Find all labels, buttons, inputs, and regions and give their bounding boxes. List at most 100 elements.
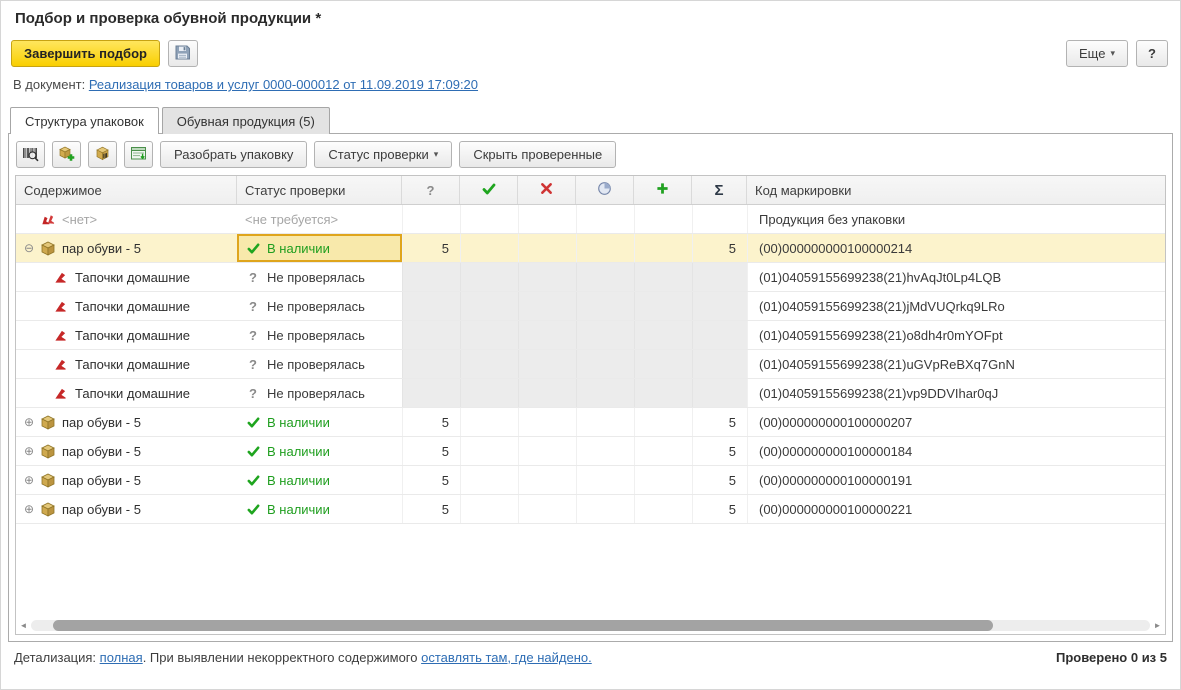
cell-question-count[interactable]: [402, 263, 460, 291]
cell-question-count[interactable]: 5: [402, 408, 460, 436]
finish-selection-button[interactable]: Завершить подбор: [11, 40, 160, 67]
cell-partial-count[interactable]: [576, 379, 634, 407]
tab-packing-structure[interactable]: Структура упаковок: [10, 107, 159, 134]
table-row[interactable]: Тапочки домашние? Не проверялась (01)04059…: [16, 350, 1165, 379]
cell-checked-count[interactable]: [460, 321, 518, 349]
cell-status[interactable]: В наличии: [237, 408, 402, 436]
cell-content[interactable]: ⊕ пар обуви - 5: [16, 466, 237, 494]
cell-content[interactable]: Тапочки домашние: [16, 379, 237, 407]
cell-failed-count[interactable]: [518, 205, 576, 233]
cell-content[interactable]: Тапочки домашние: [16, 292, 237, 320]
cell-partial-count[interactable]: [576, 437, 634, 465]
column-header-extra[interactable]: [634, 176, 692, 204]
cell-marking-code[interactable]: Продукция без упаковки: [747, 205, 1165, 233]
cell-status[interactable]: В наличии: [237, 437, 402, 465]
cell-marking-code[interactable]: (00)000000000100000191: [747, 466, 1165, 494]
table-row[interactable]: <нет> <не требуется> Продукция без упаковк…: [16, 205, 1165, 234]
cell-marking-code[interactable]: (00)000000000100000184: [747, 437, 1165, 465]
table-row[interactable]: Тапочки домашние? Не проверялась (01)04059…: [16, 263, 1165, 292]
cell-partial-count[interactable]: [576, 408, 634, 436]
cell-status[interactable]: ? Не проверялась: [237, 379, 402, 407]
hide-checked-button[interactable]: Скрыть проверенные: [459, 141, 617, 168]
cell-question-count[interactable]: 5: [402, 234, 460, 262]
cell-partial-count[interactable]: [576, 292, 634, 320]
cell-sum[interactable]: [692, 292, 747, 320]
cell-status[interactable]: В наличии: [237, 466, 402, 494]
cell-question-count[interactable]: [402, 292, 460, 320]
column-header-checked[interactable]: [460, 176, 518, 204]
column-header-partial[interactable]: [576, 176, 634, 204]
cell-partial-count[interactable]: [576, 495, 634, 523]
cell-failed-count[interactable]: [518, 379, 576, 407]
table-row[interactable]: Тапочки домашние? Не проверялась (01)04059…: [16, 292, 1165, 321]
cell-content[interactable]: ⊕ пар обуви - 5: [16, 408, 237, 436]
cell-sum[interactable]: [692, 321, 747, 349]
cell-failed-count[interactable]: [518, 350, 576, 378]
cell-failed-count[interactable]: [518, 466, 576, 494]
add-package-button[interactable]: [52, 141, 81, 168]
cell-extra-count[interactable]: [634, 437, 692, 465]
cell-extra-count[interactable]: [634, 466, 692, 494]
cell-status[interactable]: <не требуется>: [237, 205, 402, 233]
scrollbar-track[interactable]: [31, 620, 1150, 631]
cell-status[interactable]: ? Не проверялась: [237, 321, 402, 349]
cell-content[interactable]: Тапочки домашние: [16, 321, 237, 349]
cell-partial-count[interactable]: [576, 321, 634, 349]
cell-partial-count[interactable]: [576, 466, 634, 494]
cell-extra-count[interactable]: [634, 495, 692, 523]
cell-failed-count[interactable]: [518, 408, 576, 436]
cell-content[interactable]: Тапочки домашние: [16, 263, 237, 291]
cell-partial-count[interactable]: [576, 263, 634, 291]
cell-extra-count[interactable]: [634, 292, 692, 320]
incorrect-content-action-link[interactable]: оставлять там, где найдено.: [421, 650, 592, 665]
cell-marking-code[interactable]: (01)04059155699238(21)jMdVUQrkq9LRo: [747, 292, 1165, 320]
detail-link[interactable]: полная: [99, 650, 143, 665]
package-barcode-button[interactable]: [88, 141, 117, 168]
cell-question-count[interactable]: [402, 321, 460, 349]
tab-footwear-products[interactable]: Обувная продукция (5): [161, 107, 330, 134]
cell-sum[interactable]: [692, 350, 747, 378]
cell-checked-count[interactable]: [460, 263, 518, 291]
cell-question-count[interactable]: [402, 379, 460, 407]
cell-checked-count[interactable]: [460, 437, 518, 465]
cell-marking-code[interactable]: (01)04059155699238(21)hvAqJt0Lp4LQB: [747, 263, 1165, 291]
cell-checked-count[interactable]: [460, 379, 518, 407]
expand-toggle-icon[interactable]: ⊕: [23, 415, 35, 429]
cell-content[interactable]: ⊕ пар обуви - 5: [16, 495, 237, 523]
column-header-question[interactable]: ?: [402, 176, 460, 204]
cell-checked-count[interactable]: [460, 292, 518, 320]
cell-extra-count[interactable]: [634, 263, 692, 291]
cell-extra-count[interactable]: [634, 205, 692, 233]
cell-marking-code[interactable]: (00)000000000100000221: [747, 495, 1165, 523]
cell-status[interactable]: В наличии: [237, 495, 402, 523]
cell-checked-count[interactable]: [460, 234, 518, 262]
scrollbar-thumb[interactable]: [53, 620, 994, 631]
scroll-right-arrow[interactable]: ►: [1153, 621, 1162, 630]
save-button[interactable]: [167, 40, 198, 67]
expand-toggle-icon[interactable]: ⊕: [23, 444, 35, 458]
cell-sum[interactable]: 5: [692, 437, 747, 465]
cell-partial-count[interactable]: [576, 350, 634, 378]
cell-failed-count[interactable]: [518, 234, 576, 262]
horizontal-scrollbar[interactable]: ◄ ►: [16, 617, 1165, 634]
expand-toggle-icon[interactable]: ⊕: [23, 502, 35, 516]
cell-failed-count[interactable]: [518, 321, 576, 349]
table-row[interactable]: Тапочки домашние? Не проверялась (01)04059…: [16, 321, 1165, 350]
cell-question-count[interactable]: 5: [402, 437, 460, 465]
cell-marking-code[interactable]: (00)000000000100000214: [747, 234, 1165, 262]
cell-content[interactable]: ⊖ пар обуви - 5: [16, 234, 237, 262]
unpack-button[interactable]: Разобрать упаковку: [160, 141, 308, 168]
cell-extra-count[interactable]: [634, 379, 692, 407]
cell-failed-count[interactable]: [518, 292, 576, 320]
cell-sum[interactable]: [692, 205, 747, 233]
status-filter-button[interactable]: Статус проверки ▾: [314, 141, 453, 168]
collapse-toggle-icon[interactable]: ⊖: [23, 241, 35, 255]
column-header-content[interactable]: Содержимое: [16, 176, 237, 204]
cell-marking-code[interactable]: (01)04059155699238(21)vp9DDVIhar0qJ: [747, 379, 1165, 407]
column-header-failed[interactable]: [518, 176, 576, 204]
cell-extra-count[interactable]: [634, 350, 692, 378]
